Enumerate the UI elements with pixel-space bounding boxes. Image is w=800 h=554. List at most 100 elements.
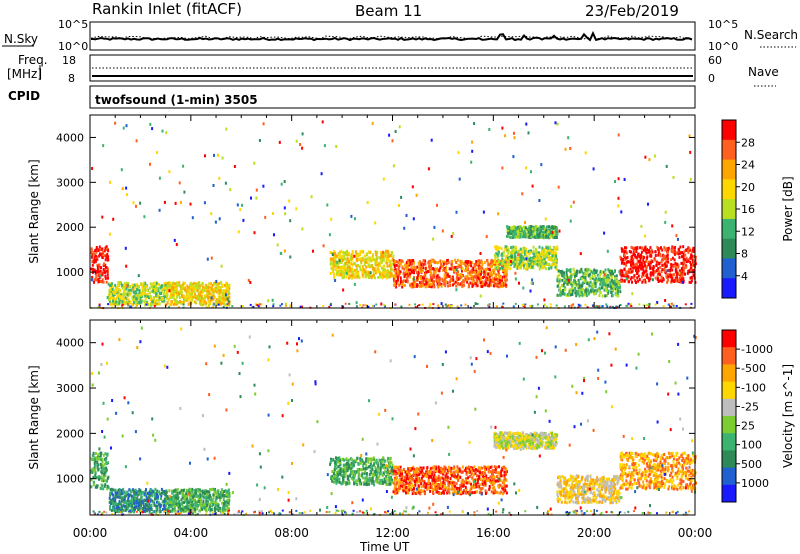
range-cell <box>106 487 109 491</box>
range-cell <box>504 268 507 272</box>
colorbar-tick-label: 28 <box>741 136 755 149</box>
range-cell <box>351 250 354 254</box>
range-cell <box>375 269 378 273</box>
range-cell <box>121 496 123 500</box>
range-cell <box>124 495 127 498</box>
range-cell <box>681 270 684 274</box>
range-cell <box>202 303 205 306</box>
range-cell <box>423 276 426 280</box>
range-cell <box>229 188 232 192</box>
range-cell <box>226 286 229 290</box>
range-cell <box>618 281 621 284</box>
range-cell <box>199 284 201 288</box>
range-cell <box>384 254 387 258</box>
range-cell <box>91 267 94 271</box>
range-cell <box>682 255 685 259</box>
range-cell <box>657 267 660 271</box>
range-cell <box>430 258 433 262</box>
range-cell <box>524 250 526 254</box>
range-cell <box>657 271 660 275</box>
range-cell <box>575 290 578 294</box>
range-cell <box>204 295 207 299</box>
range-cell <box>453 266 456 270</box>
range-cell <box>504 279 507 283</box>
range-cell <box>139 296 142 300</box>
range-cell <box>439 266 442 270</box>
range-cell <box>158 176 161 180</box>
range-cell <box>644 249 647 252</box>
range-cell <box>289 305 292 308</box>
colorbar-tick-label: 20 <box>741 181 755 194</box>
range-cell <box>512 245 515 249</box>
range-cell <box>386 250 389 254</box>
range-cell <box>94 471 97 475</box>
range-cell <box>653 269 656 273</box>
range-cell <box>455 272 458 275</box>
range-cell <box>100 475 103 479</box>
range-cell <box>106 453 109 457</box>
range-cell <box>131 283 134 287</box>
range-cell <box>357 274 360 278</box>
range-cell <box>101 278 104 282</box>
range-cell <box>414 303 417 306</box>
range-cell <box>177 301 180 304</box>
range-cell <box>139 294 142 298</box>
range-cell <box>359 304 361 307</box>
range-cell <box>515 259 518 263</box>
range-cell <box>114 508 117 512</box>
range-cell <box>208 295 211 299</box>
range-cell <box>382 268 385 272</box>
range-cell <box>93 260 96 264</box>
range-cell <box>145 495 148 499</box>
range-cell <box>483 272 485 276</box>
range-cell <box>613 280 616 283</box>
range-cell <box>123 297 125 301</box>
range-cell <box>129 490 132 494</box>
range-cell <box>141 287 144 291</box>
range-cell <box>106 296 109 300</box>
range-cell <box>572 279 575 283</box>
range-cell <box>488 272 491 276</box>
range-cell <box>449 284 452 287</box>
range-cell <box>539 231 542 235</box>
range-cell <box>183 286 186 290</box>
range-cell <box>649 265 652 269</box>
range-cell <box>202 285 205 289</box>
range-cell <box>682 245 685 249</box>
range-cell <box>95 250 98 254</box>
range-cell <box>148 296 150 300</box>
range-cell <box>418 263 421 267</box>
range-cell <box>182 303 185 306</box>
range-cell <box>100 266 102 270</box>
range-cell <box>221 291 224 295</box>
range-cell <box>394 130 397 133</box>
range-cell <box>664 262 666 266</box>
range-cell <box>95 456 98 460</box>
range-cell <box>173 285 176 289</box>
range-cell <box>262 122 265 126</box>
range-cell <box>684 272 686 276</box>
range-cell <box>538 199 541 202</box>
range-cell <box>100 273 103 277</box>
range-cell <box>110 290 112 294</box>
range-cell <box>598 305 601 308</box>
range-cell <box>505 274 508 278</box>
beam-label: Beam 11 <box>355 2 422 20</box>
range-cell <box>149 295 152 298</box>
range-cell <box>228 286 231 290</box>
range-cell <box>140 504 143 508</box>
range-cell <box>502 268 505 272</box>
range-cell <box>573 270 576 273</box>
range-cell <box>475 260 478 264</box>
range-cell <box>631 292 634 296</box>
range-cell <box>126 296 129 300</box>
range-cell <box>96 484 99 488</box>
range-cell <box>494 275 497 279</box>
range-cell <box>616 287 619 291</box>
range-cell <box>412 259 415 262</box>
range-cell <box>380 272 383 276</box>
range-cell <box>374 263 377 267</box>
range-cell <box>206 292 209 296</box>
range-cell <box>634 255 637 259</box>
range-cell <box>541 246 544 250</box>
